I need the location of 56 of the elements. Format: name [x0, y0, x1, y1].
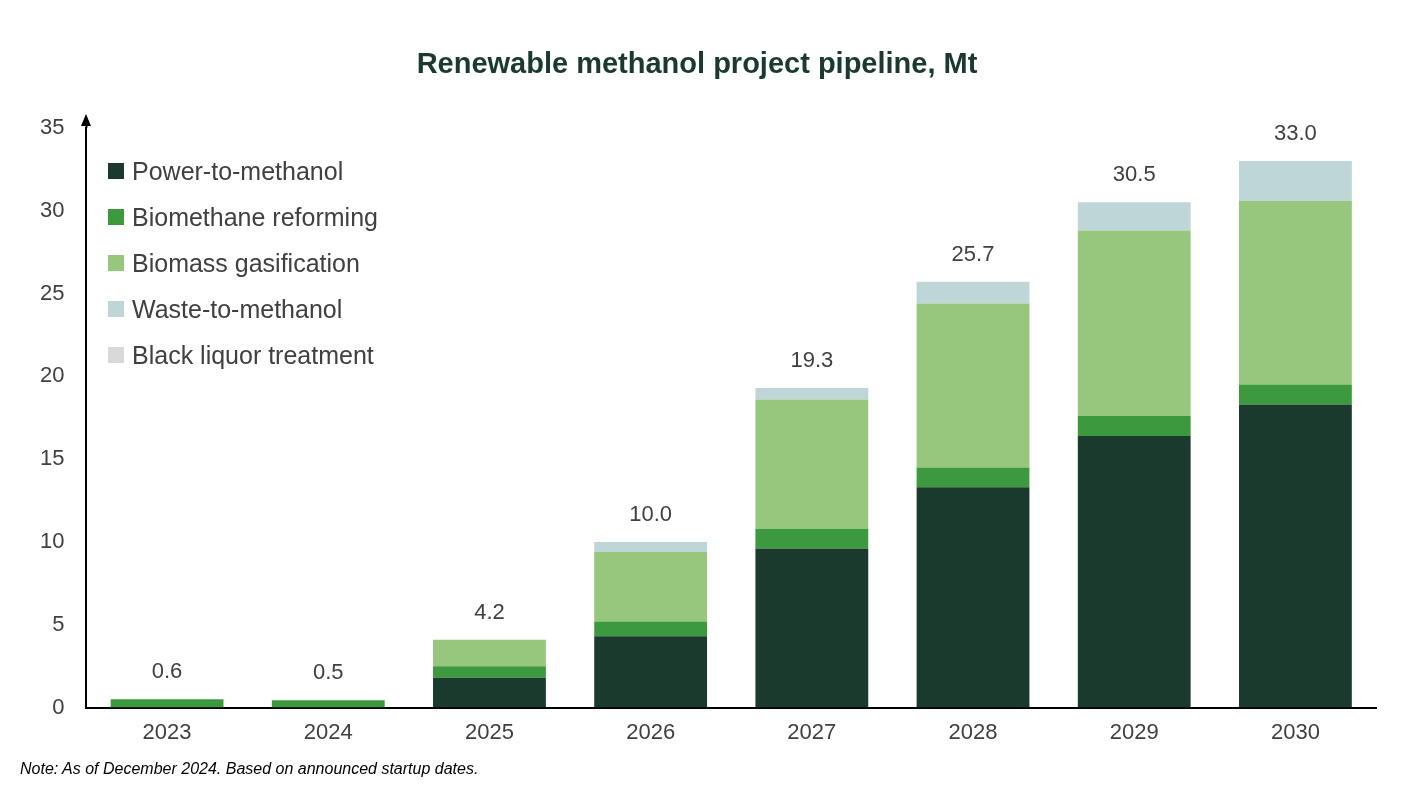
- bar: [1238, 200, 1352, 385]
- bar: [433, 666, 546, 678]
- bar: [594, 541, 708, 552]
- x-tick-label: 2028: [948, 718, 998, 744]
- x-tick-label: 2029: [1109, 718, 1159, 744]
- bar: [1238, 404, 1352, 708]
- bar: [1238, 160, 1352, 201]
- bar: [433, 677, 546, 708]
- y-tick-label: 20: [39, 362, 65, 388]
- total-label: 4.2: [474, 598, 505, 624]
- bar: [755, 399, 869, 529]
- bar: [594, 621, 708, 637]
- total-label: 19.3: [790, 346, 834, 372]
- bar: [916, 281, 1030, 304]
- legend-label: Power-to-methanol: [132, 156, 344, 186]
- legend-label: Black liquor treatment: [132, 340, 374, 370]
- bar: [433, 639, 546, 667]
- total-label: 10.0: [629, 501, 673, 527]
- bar: [271, 700, 385, 708]
- total-label: 30.5: [1112, 161, 1156, 187]
- bar: [1077, 230, 1191, 417]
- x-tick-label: 2030: [1270, 718, 1320, 744]
- bar: [916, 487, 1030, 708]
- bar: [594, 551, 708, 622]
- y-tick-label: 25: [39, 279, 65, 305]
- bar: [1238, 384, 1352, 405]
- y-tick-label: 0: [52, 693, 65, 719]
- x-tick-label: 2026: [626, 718, 676, 744]
- bar: [1077, 416, 1191, 436]
- y-tick-label: 35: [39, 113, 65, 139]
- y-tick-label: 10: [39, 528, 65, 554]
- bar: [916, 303, 1030, 468]
- x-tick-label: 2025: [464, 718, 514, 744]
- bar: [1077, 435, 1191, 708]
- bar: [755, 387, 869, 400]
- x-tick-label: 2023: [142, 718, 192, 744]
- x-tick-label: 2024: [303, 718, 353, 744]
- legend-label: Biomass gasification: [132, 248, 360, 278]
- bar: [755, 548, 869, 708]
- y-tick-label: 30: [39, 196, 65, 222]
- bar: [916, 467, 1030, 488]
- y-tick-label: 5: [52, 610, 65, 636]
- total-label: 0.5: [312, 659, 344, 685]
- legend-label: Waste-to-methanol: [132, 294, 343, 324]
- chart-title: Renewable methanol project pipeline, Mt: [416, 47, 978, 80]
- x-tick-label: 2027: [787, 718, 837, 744]
- y-tick-label: 15: [39, 445, 65, 471]
- text: Note: As of December 2024. Based on announced startup dates.: [20, 760, 480, 778]
- bar: [594, 636, 708, 708]
- bar: [1077, 202, 1191, 231]
- bar: [110, 699, 224, 708]
- total-label: 0.6: [151, 658, 183, 684]
- total-label: 33.0: [1273, 119, 1317, 145]
- total-label: 25.7: [951, 240, 995, 266]
- bar: [755, 528, 869, 549]
- legend-label: Biomethane reforming: [132, 202, 378, 232]
